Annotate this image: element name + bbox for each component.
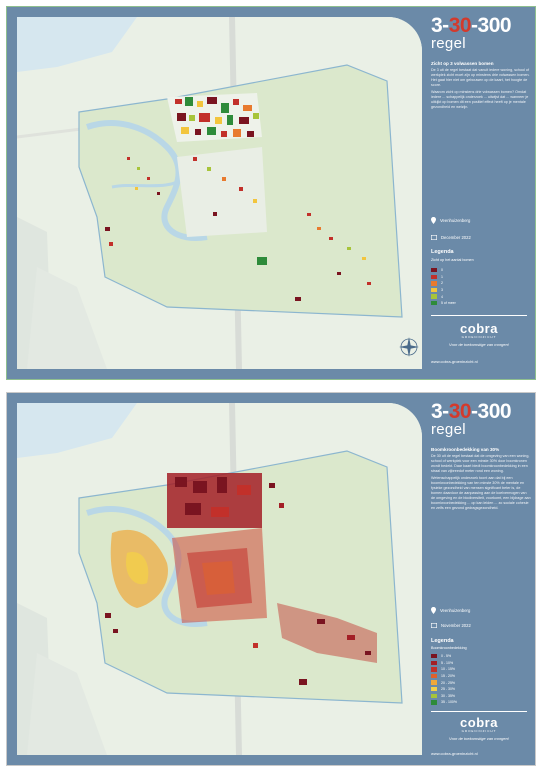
legend-title: Legenda — [431, 249, 454, 255]
legend-subtitle: Boomkroonbedekking — [431, 646, 467, 650]
legend-swatch — [431, 700, 437, 705]
legend-subtitle: Zicht op het aantal bomen — [431, 258, 474, 262]
legend-label: 15 - 20% — [441, 674, 456, 679]
legend-swatch — [431, 693, 437, 699]
divider — [431, 315, 527, 316]
body-text-2: Wetenschappelijk onderzoek toont aan dat… — [431, 476, 531, 510]
legend-swatch — [431, 667, 437, 672]
legend-label: 30 - 35% — [441, 693, 456, 698]
legend-item: 4 — [431, 293, 456, 300]
legend-item: 2 — [431, 280, 456, 287]
legend-label: 5 - 10% — [441, 660, 454, 665]
date-row: November 2022 — [431, 623, 471, 628]
website-url: www.cobra-groeninzicht.nl — [431, 359, 478, 364]
legend-item: 0 - 5% — [431, 653, 457, 660]
title-sub: regel — [431, 35, 466, 52]
title-number: 3-30-300 — [431, 15, 531, 36]
legend-item: 30 - 35% — [431, 693, 457, 700]
info-panel: 3-30-300 regel Zicht op 3 volwassen bome… — [431, 15, 531, 375]
legend-label: 0 — [441, 268, 443, 273]
legend-item: 3 — [431, 287, 456, 294]
location-label: Veenhuizenberg — [440, 608, 471, 613]
legend-title: Legenda — [431, 638, 454, 644]
canopy-blocks — [105, 473, 377, 685]
legend-item: 35 - 100% — [431, 699, 457, 706]
legend-list: 0 1 2 3 4 5 of meer — [431, 267, 456, 307]
location-row: Veenhuizenberg — [431, 217, 470, 224]
legend-swatch — [431, 287, 437, 293]
legend-item: 1 — [431, 274, 456, 281]
title-number-text: 3-30-300 — [431, 14, 512, 37]
body-text-1: De 30 uit de regel bestaat dat de omgevi… — [431, 454, 530, 473]
legend-label: 4 — [441, 294, 443, 299]
date-label: November 2022 — [441, 623, 471, 628]
legend-label: 35 - 100% — [441, 700, 457, 705]
map-canvas — [17, 17, 422, 369]
logo-sub: GROENINZICHT — [461, 729, 497, 733]
legend-swatch — [431, 654, 437, 659]
slogan: Voor de toekomstige van morgen! — [449, 342, 509, 347]
legend-item: 5 of meer — [431, 300, 456, 307]
compass-rose-icon — [399, 337, 419, 357]
legend-label: 3 — [441, 288, 443, 293]
legend-label: 25 - 30% — [441, 687, 456, 692]
location-pin-icon — [431, 217, 436, 224]
map-panel — [17, 403, 422, 755]
legend-item: 15 - 20% — [431, 673, 457, 680]
date-row: December 2022 — [431, 235, 471, 240]
map-canvas — [17, 403, 422, 755]
legend-label: 5 of meer — [441, 301, 456, 306]
calendar-icon — [431, 235, 437, 240]
title-number-text: 3-30-300 — [431, 400, 512, 423]
poster-canopy-cover: 3-30-300 regel Boomkroonbedekking van 30… — [6, 392, 536, 766]
cobra-logo-icon: cobra GROENINZICHT Voor de toekomstige v… — [431, 715, 527, 741]
logo-word: cobra — [460, 715, 498, 730]
legend-swatch — [431, 301, 437, 306]
legend-swatch — [431, 660, 437, 666]
legend-list: 0 - 5% 5 - 10% 10 - 15% 15 - 20% 20 - 25… — [431, 653, 457, 706]
location-pin-icon — [431, 607, 436, 614]
legend-swatch — [431, 268, 437, 273]
legend-label: 20 - 25% — [441, 680, 456, 685]
cobra-logo-icon: cobra GROENINZICHT Voor de toekomstige v… — [431, 321, 527, 347]
location-row: Veenhuizenberg — [431, 607, 470, 614]
legend-item: 25 - 30% — [431, 686, 457, 693]
legend-swatch — [431, 274, 437, 280]
legend-item: 0 — [431, 267, 456, 274]
poster-three-trees: 3-30-300 regel Zicht op 3 volwassen bome… — [6, 6, 536, 380]
location-label: Veenhuizenberg — [440, 218, 471, 223]
website-url: www.cobra-groeninzicht.nl — [431, 751, 478, 756]
legend-swatch — [431, 680, 437, 685]
legend-label: 10 - 15% — [441, 667, 456, 672]
legend-item: 10 - 15% — [431, 666, 457, 673]
section-heading: Zicht op 3 volwassen bomen — [431, 61, 494, 66]
logo-word: cobra — [460, 321, 498, 336]
building-markers — [105, 97, 371, 301]
legend-swatch — [431, 281, 437, 286]
title-number: 3-30-300 — [431, 401, 531, 422]
section-heading: Boomkroonbedekking van 30% — [431, 447, 500, 452]
title-sub: regel — [431, 421, 466, 438]
legend-item: 5 - 10% — [431, 660, 457, 667]
slogan: Voor de toekomstige van morgen! — [449, 736, 509, 741]
calendar-icon — [431, 623, 437, 628]
map-panel — [17, 17, 422, 369]
body-text-2: Waarom zicht op minstens drie volwassen … — [431, 90, 529, 109]
legend-item: 20 - 25% — [431, 679, 457, 686]
legend-label: 2 — [441, 281, 443, 286]
legend-swatch — [431, 687, 437, 692]
body-text-1: De 3 uit de regel bestaat dat vanuit ied… — [431, 68, 530, 87]
legend-swatch — [431, 294, 437, 299]
logo-sub: GROENINZICHT — [461, 335, 497, 339]
date-label: December 2022 — [441, 235, 471, 240]
info-panel: 3-30-300 regel Boomkroonbedekking van 30… — [431, 401, 531, 761]
legend-swatch — [431, 673, 437, 679]
legend-label: 0 - 5% — [441, 654, 452, 659]
legend-label: 1 — [441, 274, 443, 279]
divider — [431, 711, 527, 712]
